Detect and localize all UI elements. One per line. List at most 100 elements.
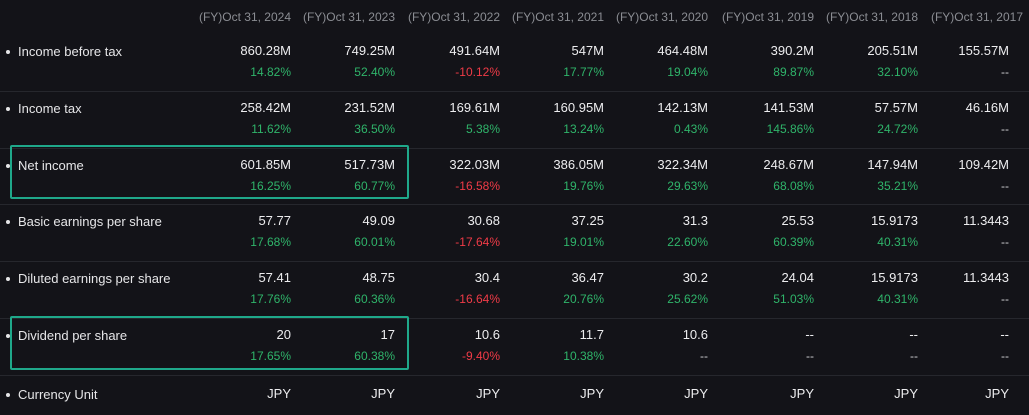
row-label-text: Dividend per share xyxy=(18,328,128,343)
cell-value: 141.53M xyxy=(763,100,814,115)
cell-change: 19.01% xyxy=(563,235,604,249)
cell-change: -- xyxy=(1001,349,1009,363)
cell-value: JPY xyxy=(267,386,291,401)
table-row: Income before tax 860.28M 749.25M 491.64M 54… xyxy=(0,34,1029,92)
row-label-text: Diluted earnings per share xyxy=(18,271,171,286)
cell-value: JPY xyxy=(790,386,814,401)
cell-value: 601.85M xyxy=(240,157,291,172)
column-header: (FY)Oct 31, 2019 xyxy=(721,10,814,24)
cell-change: 60.36% xyxy=(354,292,395,306)
cell-change: 25.62% xyxy=(667,292,708,306)
row-label: Dividend per share xyxy=(6,328,128,343)
cell-value: 322.34M xyxy=(657,157,708,172)
cell-change: 40.31% xyxy=(877,292,918,306)
cell-change: 16.25% xyxy=(250,179,291,193)
cell-value: 147.94M xyxy=(867,157,918,172)
cell-value: 491.64M xyxy=(449,43,500,58)
cell-value: 30.4 xyxy=(474,270,500,285)
cell-value: 15.9173 xyxy=(871,270,918,285)
cell-change: -- xyxy=(1001,122,1009,136)
row-label: Income before tax xyxy=(6,44,123,59)
cell-change: 60.39% xyxy=(773,235,814,249)
cell-change: 60.38% xyxy=(354,349,395,363)
cell-value: -- xyxy=(1000,327,1009,342)
cell-value: 169.61M xyxy=(449,100,500,115)
cell-change: -- xyxy=(1001,235,1009,249)
cell-value: 11.3443 xyxy=(962,270,1009,285)
column-header: (FY)Oct 31, 2020 xyxy=(615,10,708,24)
cell-change: -16.64% xyxy=(455,292,500,306)
cell-value: JPY xyxy=(684,386,708,401)
cell-change: 32.10% xyxy=(877,65,918,79)
cell-value: 231.52M xyxy=(344,100,395,115)
cell-value: JPY xyxy=(476,386,500,401)
cell-value: 48.75 xyxy=(362,270,395,285)
bullet-icon xyxy=(6,164,10,168)
cell-change: 17.77% xyxy=(563,65,604,79)
cell-value: 860.28M xyxy=(240,43,291,58)
row-label: Currency Unit xyxy=(6,387,98,402)
cell-value: 11.3443 xyxy=(962,213,1009,228)
column-header: (FY)Oct 31, 2024 xyxy=(198,10,291,24)
cell-change: 11.62% xyxy=(251,122,291,136)
cell-value: 31.3 xyxy=(682,213,708,228)
cell-value: 25.53 xyxy=(781,213,814,228)
cell-change: 17.76% xyxy=(250,292,291,306)
cell-change: 60.77% xyxy=(354,179,395,193)
cell-change: -16.58% xyxy=(455,179,500,193)
cell-change: 68.08% xyxy=(773,179,814,193)
cell-value: JPY xyxy=(985,386,1009,401)
cell-change: 19.76% xyxy=(563,179,604,193)
cell-change: -- xyxy=(700,349,708,363)
cell-change: 5.38% xyxy=(465,122,500,136)
row-label-text: Basic earnings per share xyxy=(18,214,162,229)
column-header: (FY)Oct 31, 2021 xyxy=(511,10,604,24)
cell-value: 142.13M xyxy=(657,100,708,115)
cell-change: 52.40% xyxy=(354,65,395,79)
dividend-highlight-box xyxy=(10,316,409,370)
cell-value: 322.03M xyxy=(449,157,500,172)
cell-value: 386.05M xyxy=(553,157,604,172)
cell-value: 109.42M xyxy=(958,157,1009,172)
cell-value: 547M xyxy=(571,43,604,58)
cell-change: 24.72% xyxy=(877,122,918,136)
cell-value: 248.67M xyxy=(763,157,814,172)
table-row: Diluted earnings per share 57.41 48.75 30.4… xyxy=(0,261,1029,319)
table-header: (FY)Oct 31, 2024 (FY)Oct 31, 2023 (FY)Oc… xyxy=(0,0,1029,34)
column-header: (FY)Oct 31, 2023 xyxy=(302,10,395,24)
cell-value: -- xyxy=(805,327,814,342)
bullet-icon xyxy=(6,107,10,111)
cell-change: 35.21% xyxy=(877,179,918,193)
cell-change: -- xyxy=(1001,179,1009,193)
cell-value: 749.25M xyxy=(344,43,395,58)
cell-change: 13.24% xyxy=(563,122,604,136)
row-label: Diluted earnings per share xyxy=(6,271,171,286)
cell-value: JPY xyxy=(580,386,604,401)
cell-change: 10.38% xyxy=(563,349,604,363)
cell-value: 37.25 xyxy=(571,213,604,228)
cell-change: -- xyxy=(1001,292,1009,306)
cell-change: 36.50% xyxy=(354,122,395,136)
cell-value: 258.42M xyxy=(240,100,291,115)
column-header: (FY)Oct 31, 2018 xyxy=(825,10,918,24)
cell-value: 205.51M xyxy=(867,43,918,58)
cell-change: -17.64% xyxy=(455,235,500,249)
cell-value: 30.68 xyxy=(467,213,500,228)
cell-change: -- xyxy=(806,349,814,363)
row-label-text: Income before tax xyxy=(18,44,123,59)
cell-value: JPY xyxy=(371,386,395,401)
cell-value: 57.57M xyxy=(874,100,918,115)
cell-change: -- xyxy=(1001,65,1009,79)
row-label-text: Currency Unit xyxy=(18,387,98,402)
row-label: Income tax xyxy=(6,101,82,116)
table-row: Dividend per share 20 17 10.6 11.7 10.6 -- -- --… xyxy=(0,318,1029,376)
cell-change: -9.40% xyxy=(461,349,500,363)
cell-value: 46.16M xyxy=(965,100,1009,115)
cell-change: 17.65% xyxy=(250,349,291,363)
cell-change: 51.03% xyxy=(773,292,814,306)
cell-value: 15.9173 xyxy=(871,213,918,228)
cell-value: 24.04 xyxy=(781,270,814,285)
cell-value: 390.2M xyxy=(770,43,814,58)
table-row: Income tax 258.42M 231.52M 169.61M 160.95M 14… xyxy=(0,91,1029,149)
table-row: Net income 601.85M 517.73M 322.03M 386.05M 32… xyxy=(0,148,1029,205)
